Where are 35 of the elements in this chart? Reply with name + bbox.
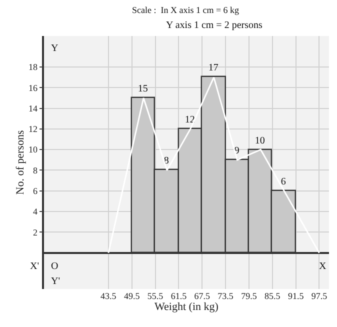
annotation: X [319,261,327,272]
x-tick-label: 61.5 [170,291,188,301]
data-label: 6 [280,176,286,188]
text: X' [30,261,40,272]
x-tick-label: 73.5 [218,291,234,301]
text: Y axis 1 cm = 2 persons [166,20,262,31]
data-label: 8 [164,155,169,166]
data-label: 12 [184,114,195,126]
annotation: Y' [51,276,60,287]
x-tick-label: 67.5 [194,291,210,301]
data-label: 10 [254,135,265,146]
y-tick-label: 14 [28,103,38,114]
y-tick-label: 6 [32,186,38,196]
annotation: Y [51,43,58,54]
y-tick-label: 4 [32,206,38,217]
y-tick-label: 16 [28,82,38,93]
data-label: 17 [208,62,218,74]
x-tick-label: 97.5 [311,291,328,301]
x-tick-label: 49.5 [124,291,140,301]
x-tick-label: 91.5 [288,291,304,301]
annotation: O [51,261,58,272]
x-tick-label: 79.5 [241,291,258,301]
x-tick-label: 43.5 [100,291,117,301]
data-label: 15 [138,83,148,94]
y-tick-label: 18 [28,62,38,72]
y-tick-label: 2 [32,227,38,238]
text: Scale : In X axis 1 cm = 6 kg [132,5,240,15]
line-series [108,76,320,254]
y-tick-label: 10 [28,144,38,155]
y-axis-title: No. of persons [14,130,27,195]
y-tick-label: 12 [28,124,38,134]
x-tick-label: 85.5 [264,291,281,301]
x-tick-label: 55.5 [147,291,164,301]
y-tick-label: 8 [32,165,38,176]
x-axis-title: Weight (in kg) [154,301,219,314]
